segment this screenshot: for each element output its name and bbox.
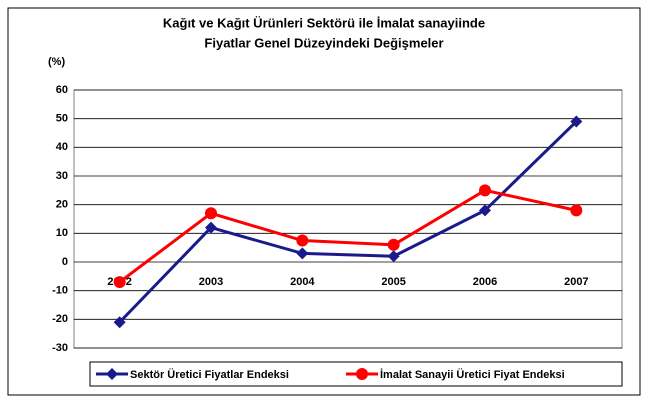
chart-title: Fiyatlar Genel Düzeyindeki Değişmeler xyxy=(204,35,443,50)
x-tick-label: 2004 xyxy=(290,276,315,288)
marker xyxy=(205,221,217,234)
marker xyxy=(479,204,491,217)
x-tick-label: 2007 xyxy=(564,276,588,288)
marker xyxy=(387,250,400,263)
marker xyxy=(356,368,368,380)
legend-label: Sektör Üretici Fiyatlar Endeksi xyxy=(130,368,289,381)
x-tick-label: 2005 xyxy=(381,276,405,288)
marker xyxy=(570,115,583,128)
y-tick-label: 50 xyxy=(56,113,68,125)
x-tick-label: 2003 xyxy=(199,276,223,288)
series-line xyxy=(118,120,578,324)
marker xyxy=(479,184,491,197)
marker xyxy=(113,276,126,289)
y-tick-label: -10 xyxy=(52,285,68,297)
marker xyxy=(570,204,583,217)
plot-area xyxy=(73,89,623,349)
y-tick-label: 40 xyxy=(56,141,68,153)
y-tick-label: -20 xyxy=(52,313,68,325)
series-line xyxy=(118,188,577,284)
y-tick-label: -30 xyxy=(52,342,68,354)
chart-title: Kağıt ve Kağıt Ürünleri Sektörü ile İmal… xyxy=(163,15,485,30)
legend-label: İmalat Sanayii Üretici Fiyat Endeksi xyxy=(380,368,565,381)
marker xyxy=(296,234,309,247)
y-tick-label: 30 xyxy=(56,170,68,182)
y-tick-label: 20 xyxy=(56,199,68,211)
y-axis-label: (%) xyxy=(48,56,65,68)
y-tick-label: 60 xyxy=(56,84,68,96)
marker xyxy=(387,238,400,251)
y-tick-label: 10 xyxy=(56,227,68,239)
x-tick-label: 2006 xyxy=(473,276,497,288)
marker xyxy=(113,316,126,329)
marker xyxy=(106,368,118,380)
marker xyxy=(296,247,309,260)
marker xyxy=(205,207,217,220)
y-tick-label: 0 xyxy=(62,256,68,268)
